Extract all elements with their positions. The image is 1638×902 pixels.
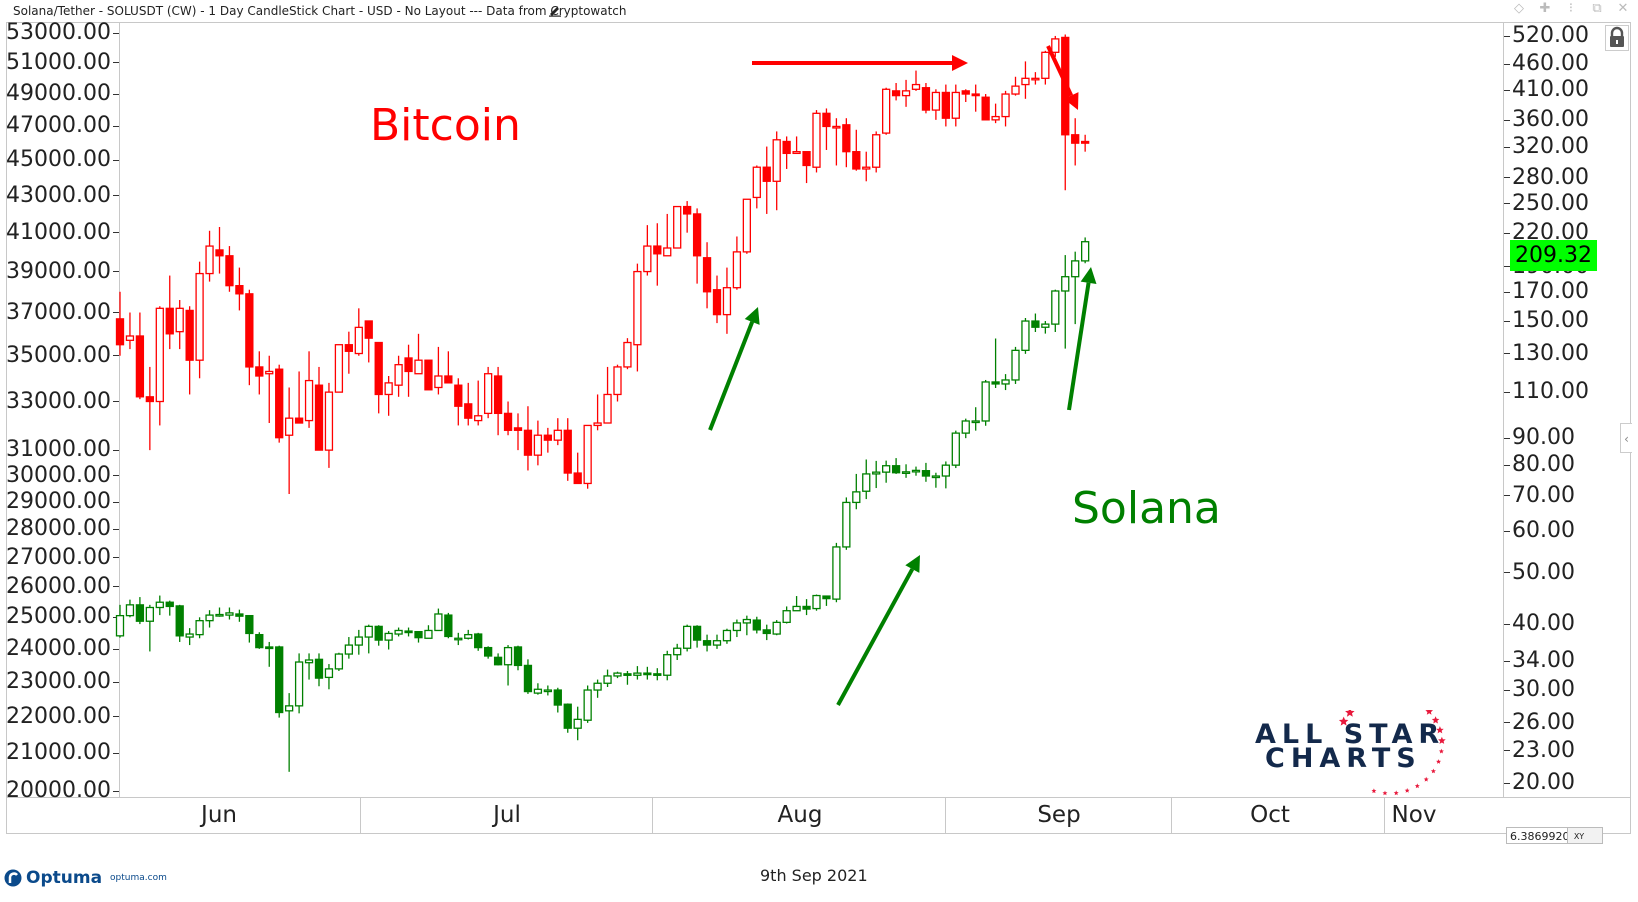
left-axis-tick: 29000.00 xyxy=(6,491,119,513)
time-axis-label: Sep xyxy=(1037,802,1081,828)
coordinate-readout[interactable]: 6.3869920 XY xyxy=(1506,827,1603,844)
time-axis[interactable]: Jun Jul Aug Sep Oct Nov xyxy=(6,798,1631,834)
left-axis-tick: 26000.00 xyxy=(6,575,119,598)
lock-button[interactable] xyxy=(1605,25,1629,51)
left-axis-tick: 37000.00 xyxy=(6,301,119,324)
optuma-url: optuma.com xyxy=(110,873,167,883)
left-axis-tick: 49000.00 xyxy=(6,83,119,105)
time-axis-divider xyxy=(7,798,1172,833)
time-axis-label: Jul xyxy=(493,802,521,828)
time-axis-label: Nov xyxy=(1391,802,1437,828)
right-axis-tick: 110.00 xyxy=(1504,381,1589,403)
left-axis-tick: 41000.00 xyxy=(6,221,119,244)
time-axis-divider xyxy=(7,798,946,833)
right-axis-tick: 34.00 xyxy=(1504,650,1575,672)
right-axis-tick: 80.00 xyxy=(1504,454,1575,476)
left-axis-tick: 43000.00 xyxy=(6,184,119,207)
solana-candles xyxy=(115,237,1090,772)
window-controls: ◇ ✚ ⁝ ⧉ ✕ xyxy=(1512,2,1630,16)
time-axis-divider xyxy=(7,798,1385,833)
right-axis-tick: 50.00 xyxy=(1504,561,1575,584)
coord-lock-icon[interactable] xyxy=(1590,828,1602,843)
right-axis-tick: 26.00 xyxy=(1504,711,1575,734)
time-axis-divider xyxy=(7,798,361,833)
right-axis-tick: 460.00 xyxy=(1504,53,1589,75)
left-axis-tick: 28000.00 xyxy=(6,518,119,540)
right-axis-tick: 40.00 xyxy=(1504,613,1575,635)
right-axis-tick: 170.00 xyxy=(1504,281,1589,303)
right-axis-tick: 150.00 xyxy=(1504,310,1589,332)
coordinate-value: 6.3869920 xyxy=(1510,830,1567,843)
pin-icon[interactable]: ✚ xyxy=(1539,1,1551,16)
edit-pencil-icon[interactable] xyxy=(548,3,562,17)
up-green-arrow-icon-3 xyxy=(1067,267,1097,411)
right-axis-tick: 23.00 xyxy=(1504,739,1575,762)
last-price-badge: 209.32 xyxy=(1510,240,1597,271)
chart-title: Solana/Tether - SOLUSDT (CW) - 1 Day Can… xyxy=(13,4,627,18)
close-icon[interactable]: ✕ xyxy=(1617,1,1629,16)
left-axis-tick: 27000.00 xyxy=(6,546,119,569)
left-axis-tick: 24000.00 xyxy=(6,638,119,660)
left-axis-tick: 51000.00 xyxy=(6,51,119,74)
right-axis-tick: 520.00 xyxy=(1504,25,1589,47)
bitcoin-candles xyxy=(115,34,1090,494)
right-axis-tick: 250.00 xyxy=(1504,192,1589,215)
time-axis-label: Aug xyxy=(777,802,823,828)
watermark-line2: CHARTS xyxy=(1265,743,1422,774)
chart-date: 9th Sep 2021 xyxy=(760,866,868,885)
chart-title-bar: Solana/Tether - SOLUSDT (CW) - 1 Day Can… xyxy=(0,0,1638,22)
left-axis-tick: 21000.00 xyxy=(6,742,119,764)
right-axis-tick: 30.00 xyxy=(1504,679,1575,701)
left-axis-tick: 39000.00 xyxy=(6,260,119,283)
up-green-arrow-icon-2 xyxy=(836,555,920,706)
right-axis-tick: 130.00 xyxy=(1504,342,1589,365)
time-axis-label: Jun xyxy=(201,802,237,828)
left-axis-tick: 23000.00 xyxy=(6,671,119,693)
right-axis-tick: 320.00 xyxy=(1504,136,1589,158)
left-axis-tick: 33000.00 xyxy=(6,390,119,413)
right-axis-tick: 20.00 xyxy=(1504,772,1575,794)
right-axis-tick: 410.00 xyxy=(1504,79,1589,101)
down-red-arrow-icon xyxy=(1046,45,1079,110)
right-axis-tick: 60.00 xyxy=(1504,520,1575,542)
left-price-axis[interactable]: 53000.00 51000.00 49000.00 47000.00 45000.00… xyxy=(6,22,120,802)
horizontal-red-arrow-icon xyxy=(752,55,968,71)
lock-icon xyxy=(1610,26,1624,47)
right-axis-tick: 280.00 xyxy=(1504,166,1589,189)
optuma-logo-icon xyxy=(4,869,22,887)
right-axis-tick: 70.00 xyxy=(1504,484,1575,507)
left-axis-tick: 31000.00 xyxy=(6,439,119,461)
left-axis-tick: 35000.00 xyxy=(6,344,119,367)
optuma-brand: Optuma xyxy=(26,868,103,888)
left-axis-tick: 22000.00 xyxy=(6,705,119,728)
left-axis-tick: 47000.00 xyxy=(6,115,119,137)
optuma-logo: Optuma optuma.com xyxy=(4,868,167,888)
left-axis-tick: 20000.00 xyxy=(6,780,119,802)
right-price-axis[interactable]: 520.00 460.00 410.00 360.00 320.00 280.00 250.… xyxy=(1503,22,1631,798)
left-axis-tick: 53000.00 xyxy=(6,22,119,44)
solana-label: Solana xyxy=(1072,483,1221,534)
time-axis-divider xyxy=(7,798,653,833)
bitcoin-label: Bitcoin xyxy=(370,100,521,151)
left-axis-tick: 30000.00 xyxy=(6,464,119,487)
all-star-charts-logo: ALL STAR CHARTS xyxy=(1255,710,1460,800)
up-green-arrow-icon-1 xyxy=(708,307,760,431)
diamond-icon[interactable]: ◇ xyxy=(1514,1,1524,16)
collapse-panel-button[interactable]: ‹ xyxy=(1620,423,1632,453)
left-axis-tick: 25000.00 xyxy=(6,606,119,628)
right-axis-tick: 90.00 xyxy=(1504,427,1575,449)
right-axis-tick: 220.00 xyxy=(1504,222,1589,244)
restore-icon[interactable]: ⧉ xyxy=(1592,1,1602,16)
right-axis-tick: 360.00 xyxy=(1504,109,1589,131)
link-icon[interactable]: ⁝ xyxy=(1568,1,1574,16)
watermark-line1: ALL STAR xyxy=(1255,719,1446,750)
left-axis-tick: 45000.00 xyxy=(6,149,119,171)
time-axis-label: Oct xyxy=(1250,802,1290,828)
xy-mode-toggle[interactable]: XY xyxy=(1567,828,1590,843)
star-ring-icon xyxy=(1338,710,1446,796)
